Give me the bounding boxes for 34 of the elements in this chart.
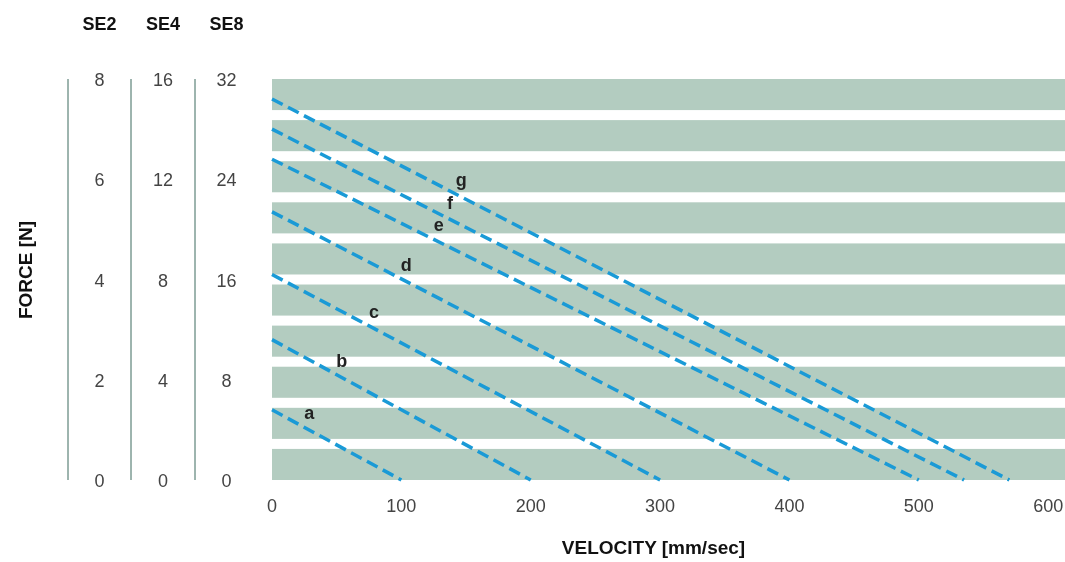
y-tick-label: 6 bbox=[94, 170, 105, 191]
series-label: f bbox=[447, 192, 455, 213]
y2-tick-label: 0 bbox=[157, 471, 169, 491]
text: FORCE [N] bbox=[15, 220, 36, 320]
y-tick-label: 8 bbox=[94, 70, 105, 90]
x-axis-title: VELOCITY [mm/sec] bbox=[561, 537, 746, 558]
y2-tick-label: 8 bbox=[157, 270, 169, 291]
y2-tick-label: 4 bbox=[157, 370, 169, 391]
series-label: e bbox=[433, 215, 444, 236]
y-tick-label: 2 bbox=[94, 370, 105, 391]
x-tick-label: 300 bbox=[645, 496, 676, 516]
y3-tick-label: 16 bbox=[216, 270, 237, 291]
x-tick-label: 0 bbox=[266, 496, 278, 516]
series-label: c bbox=[369, 301, 380, 322]
y3-axis-title: SE8 bbox=[209, 14, 244, 34]
x-tick-label: 200 bbox=[515, 496, 546, 516]
series-label: b bbox=[336, 350, 348, 371]
series-label: g bbox=[455, 170, 467, 191]
x-tick-label: 600 bbox=[1033, 496, 1064, 516]
y3-tick-label: 0 bbox=[221, 471, 232, 491]
x-tick-label: 400 bbox=[774, 496, 805, 516]
series-label: a bbox=[304, 403, 316, 424]
y-tick-label: 0 bbox=[94, 471, 105, 491]
y-tick-label: 4 bbox=[94, 270, 105, 291]
y2-tick-label: 12 bbox=[152, 170, 174, 191]
series-label: d bbox=[400, 254, 412, 275]
y3-tick-label: 32 bbox=[216, 70, 237, 90]
y-axis-title: SE2 bbox=[82, 14, 117, 34]
y3-tick-label: 24 bbox=[216, 170, 237, 191]
x-tick-label: 500 bbox=[903, 496, 934, 516]
y2-tick-label: 16 bbox=[152, 70, 174, 90]
y2-axis-title: SE4 bbox=[145, 14, 181, 34]
y3-tick-label: 8 bbox=[221, 370, 232, 391]
x-tick-label: 100 bbox=[386, 496, 417, 516]
